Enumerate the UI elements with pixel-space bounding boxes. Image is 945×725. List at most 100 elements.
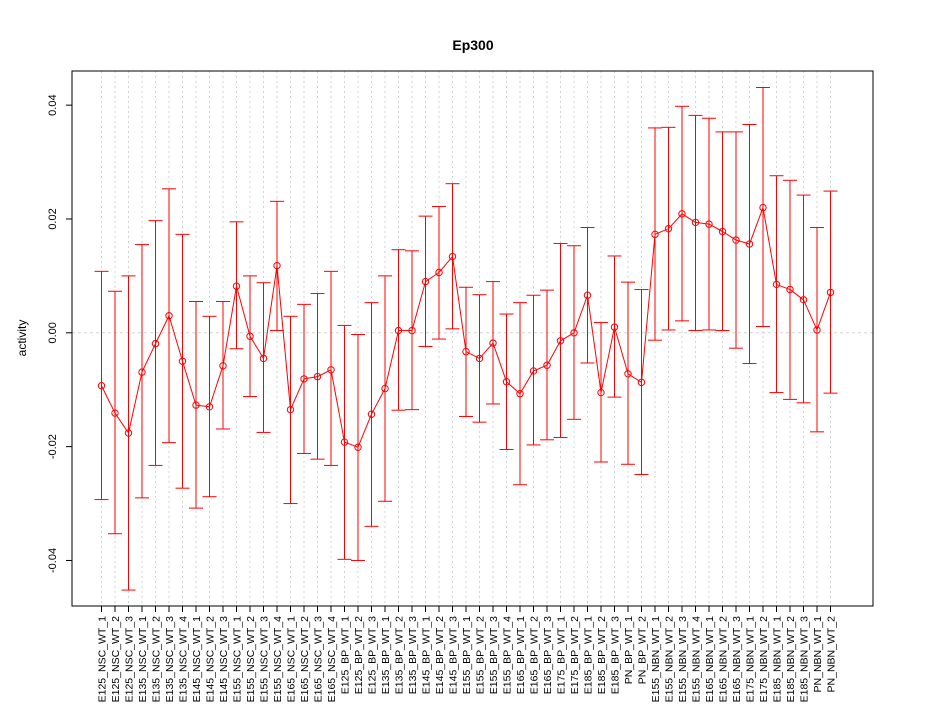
x-tick-label: E155_BP_WT_2 xyxy=(475,616,487,694)
data-point xyxy=(543,361,551,369)
data-point xyxy=(286,405,295,414)
data-point xyxy=(570,329,578,337)
series-segment xyxy=(722,231,737,241)
series-segment xyxy=(236,286,251,337)
data-point xyxy=(489,339,497,347)
data-point xyxy=(475,354,484,363)
x-tick-label: E165_NSC_WT_4 xyxy=(326,616,338,703)
y-tick-label: 0.00 xyxy=(47,322,59,343)
series-segment xyxy=(384,330,399,389)
x-tick-label: E165_NSC_WT_2 xyxy=(299,616,311,703)
data-point xyxy=(300,375,308,383)
data-point xyxy=(205,403,214,411)
data-point xyxy=(246,332,254,340)
data-point xyxy=(232,282,241,290)
x-tick-label: E145_BP_WT_2 xyxy=(434,616,446,694)
data-point xyxy=(516,390,524,398)
series-segment xyxy=(614,326,629,374)
series-segment xyxy=(695,221,710,225)
data-point xyxy=(610,323,619,331)
data-point xyxy=(448,252,457,261)
x-tick-label: E165_BP_WT_3 xyxy=(542,616,554,694)
data-point xyxy=(691,218,700,227)
data-point xyxy=(772,280,781,289)
y-tick-label: -0.02 xyxy=(47,434,59,459)
x-tick-label: E165_BP_WT_2 xyxy=(529,616,541,694)
data-point-layer xyxy=(97,203,835,451)
data-point xyxy=(786,285,794,294)
series-segment xyxy=(762,207,777,285)
x-tick-label: E175_NBN_WT_2 xyxy=(758,616,770,703)
x-tick-label: E145_NSC_WT_1 xyxy=(191,616,203,703)
series-segment xyxy=(344,441,359,448)
x-tick-label: E145_NSC_WT_3 xyxy=(218,616,230,703)
x-tick-label: E155_BP_WT_4 xyxy=(502,616,514,694)
data-point xyxy=(435,268,443,277)
data-point xyxy=(624,370,632,378)
series-segment xyxy=(452,256,467,352)
x-tick-label: E185_BP_WT_3 xyxy=(610,616,622,694)
data-point xyxy=(124,429,133,437)
y-tick-label: -0.04 xyxy=(47,548,59,573)
data-point xyxy=(138,368,146,376)
x-tick-label: E155_NBN_WT_2 xyxy=(664,616,676,703)
grid-layer xyxy=(101,71,831,606)
data-point xyxy=(502,378,511,386)
data-point xyxy=(637,378,646,387)
data-point xyxy=(759,203,767,212)
series-segment xyxy=(249,335,264,359)
x-tick-label: E155_BP_WT_1 xyxy=(461,616,473,694)
series-segment xyxy=(708,223,723,232)
x-tick-label: E135_NSC_WT_2 xyxy=(151,616,163,703)
series-segment xyxy=(533,364,548,372)
series-segment xyxy=(195,404,210,408)
x-tick-label: E165_BP_WT_1 xyxy=(515,616,527,694)
series-segment xyxy=(141,343,156,373)
x-axis: E125_NSC_WT_1 E125_NSC_WT_2 E125_NSC_WT_3 E… xyxy=(97,606,838,702)
series-segment xyxy=(128,371,143,434)
data-point xyxy=(313,372,322,381)
x-tick-label: E185_BP_WT_1 xyxy=(583,616,595,694)
series-segment xyxy=(816,292,831,331)
data-point xyxy=(151,339,160,348)
x-tick-label: E155_NBN_WT_3 xyxy=(677,616,689,703)
x-tick-label: E185_NBN_WT_3 xyxy=(799,616,811,703)
x-tick-label: E165_NBN_WT_3 xyxy=(731,616,743,703)
x-tick-label: E125_NSC_WT_1 xyxy=(97,616,109,703)
series-segment xyxy=(776,283,791,291)
series-segment xyxy=(222,286,237,366)
x-tick-label: E125_BP_WT_3 xyxy=(367,616,379,694)
data-point xyxy=(678,210,686,218)
series-segment xyxy=(209,365,224,407)
y-tick-label: 0.04 xyxy=(47,94,59,115)
plot-frame xyxy=(71,70,874,607)
series-segment xyxy=(749,207,764,245)
x-tick-label: E175_BP_WT_1 xyxy=(556,616,568,694)
series-segment xyxy=(114,412,129,434)
series-segment xyxy=(681,213,696,223)
x-tick-label: E165_NBN_WT_2 xyxy=(718,616,730,703)
error-bar-layer xyxy=(94,87,838,591)
series-segment xyxy=(263,265,278,359)
data-point xyxy=(394,326,403,335)
x-tick-label: E135_BP_WT_3 xyxy=(407,616,419,694)
data-point xyxy=(273,261,281,270)
data-point xyxy=(340,438,349,446)
data-point xyxy=(826,288,835,297)
x-tick-label: PN_BP_WT_1 xyxy=(623,616,635,684)
data-point xyxy=(732,236,740,244)
series-segment xyxy=(425,272,440,282)
x-tick-label: PN_BP_WT_2 xyxy=(637,616,649,684)
data-point xyxy=(813,326,821,334)
series-segment xyxy=(276,265,291,410)
data-point xyxy=(367,410,376,418)
series-segment xyxy=(182,361,197,406)
series-segment xyxy=(155,315,170,344)
series-segment xyxy=(654,228,669,235)
x-tick-label: E155_NBN_WT_4 xyxy=(691,616,703,703)
x-tick-label: E135_BP_WT_1 xyxy=(380,616,392,694)
data-point xyxy=(664,224,673,233)
data-point xyxy=(597,388,605,397)
data-point xyxy=(556,337,565,345)
